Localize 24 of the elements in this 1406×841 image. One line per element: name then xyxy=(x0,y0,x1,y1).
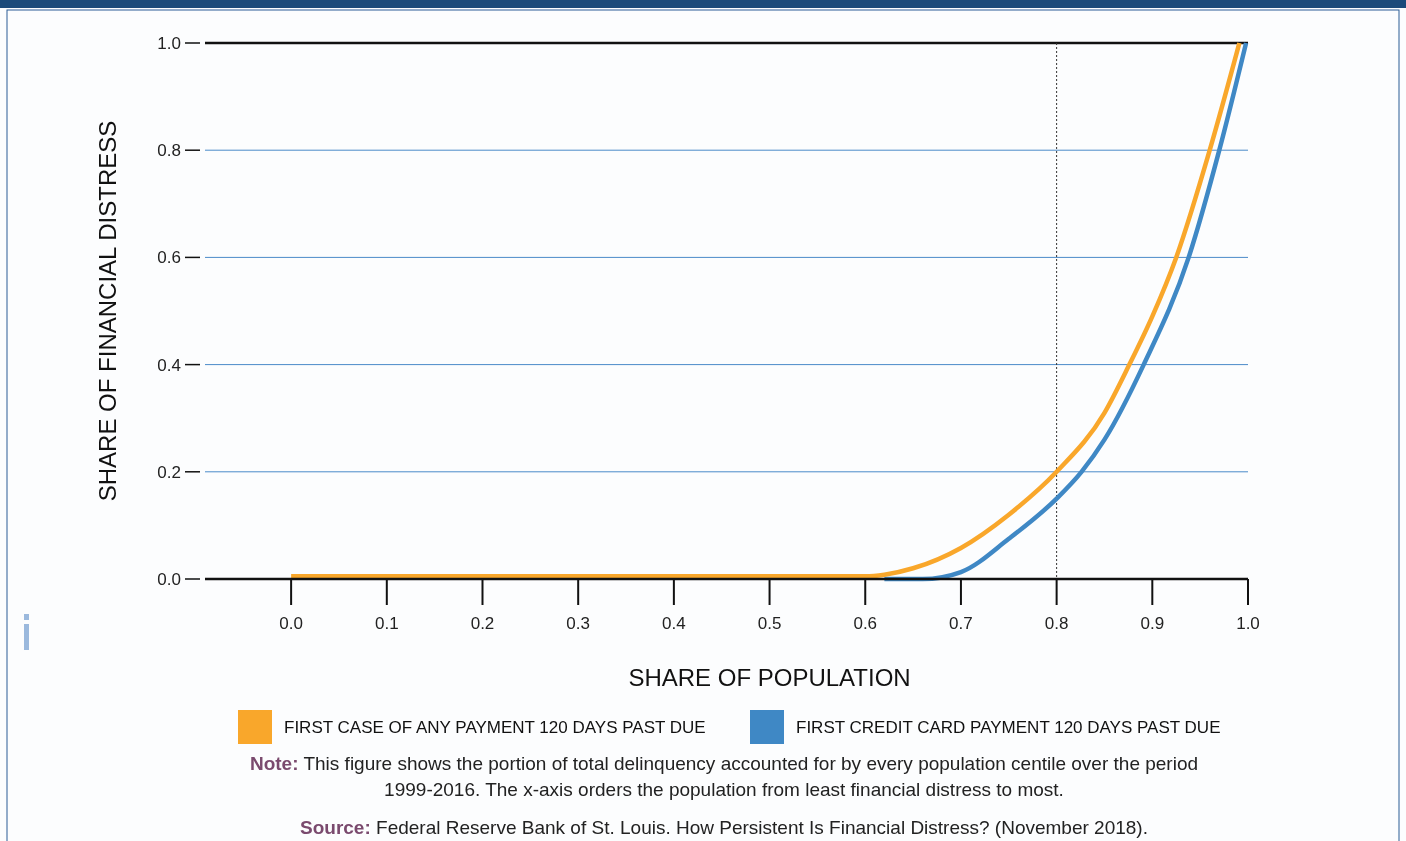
y-tick-label: 0.2 xyxy=(157,462,181,482)
x-tick-label: 0.0 xyxy=(279,614,303,633)
x-tick-label: 0.6 xyxy=(853,614,878,633)
y-tick-label: 0.8 xyxy=(157,141,181,161)
legend-label: FIRST CREDIT CARD PAYMENT 120 DAYS PAST DUE xyxy=(796,717,1221,737)
y-tick-label: 0.6 xyxy=(157,248,181,268)
x-tick-label: 0.5 xyxy=(757,614,782,633)
x-tick-label: 0.4 xyxy=(662,614,686,633)
source-note: Source: Federal Reserve Bank of St. Louis. How Persistent Is Financial Distress? (November 2018). xyxy=(300,817,1148,838)
x-tick-label: 0.2 xyxy=(470,614,495,633)
y-tick-label: 0.0 xyxy=(157,569,181,589)
line-series xyxy=(288,40,1242,579)
text: Note: This figure shows the portion of total delinquency accounted for by every population centile over the period 1999-2016. The x-axis orders the population from least financial distress to most. xyxy=(249,753,1199,800)
x-tick-label: 0.1 xyxy=(374,614,399,633)
x-tick-label: 0.3 xyxy=(566,614,590,633)
x-tick-label: 0.7 xyxy=(949,614,973,633)
y-tick-label: 1.0 xyxy=(157,33,181,53)
y-tick-label: 0.4 xyxy=(157,355,181,375)
legend-label: FIRST CASE OF ANY PAYMENT 120 DAYS PAST DUE xyxy=(284,717,706,737)
x-tick-label: 0.9 xyxy=(1140,614,1165,633)
x-axis-title: SHARE OF POPULATION xyxy=(628,664,911,691)
x-tick-label: 1.0 xyxy=(1236,614,1260,633)
x-tick-label: 0.8 xyxy=(1044,614,1069,633)
y-axis-title: SHARE OF FINANCIAL DISTRESS xyxy=(94,120,121,502)
